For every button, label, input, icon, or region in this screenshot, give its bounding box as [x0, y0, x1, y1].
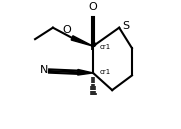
Text: S: S — [122, 21, 129, 31]
Text: O: O — [89, 2, 97, 12]
Polygon shape — [71, 36, 93, 46]
Text: N: N — [39, 65, 48, 75]
Text: O: O — [63, 25, 71, 35]
Text: P: P — [90, 42, 97, 52]
Polygon shape — [78, 69, 93, 75]
Text: cr1: cr1 — [99, 69, 111, 75]
Text: cr1: cr1 — [99, 44, 111, 50]
